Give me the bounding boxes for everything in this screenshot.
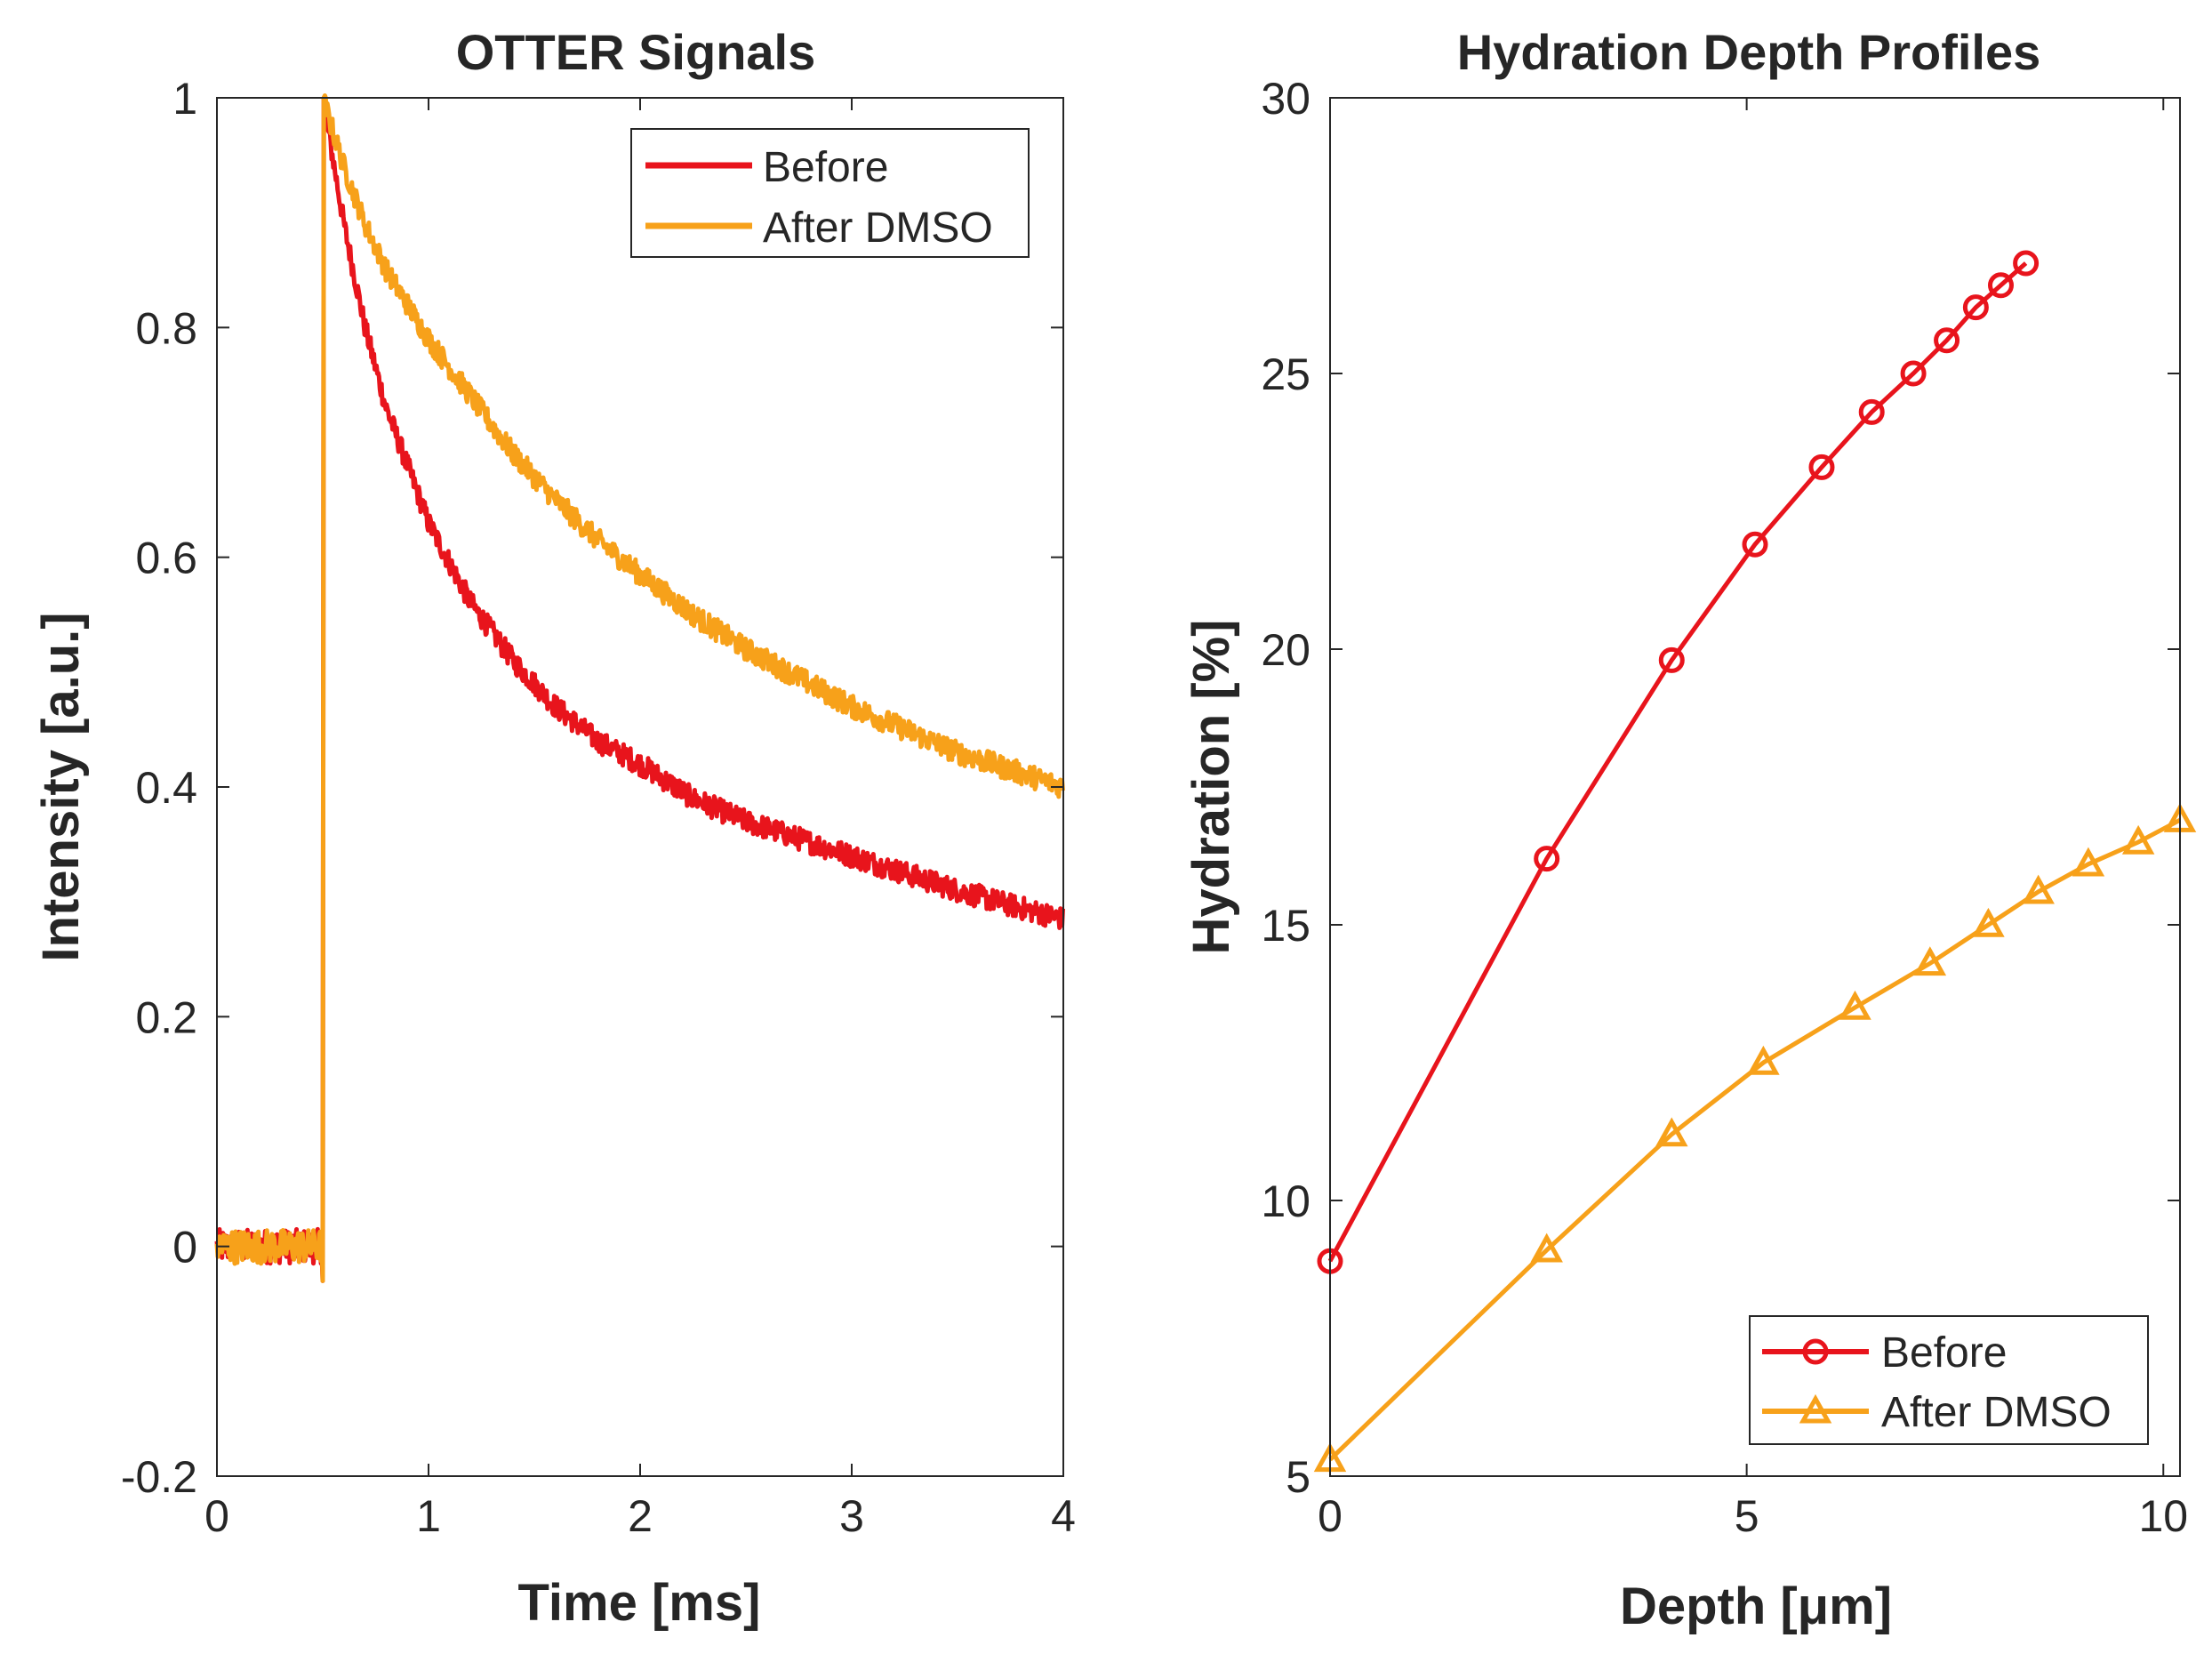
legend-label-before: Before [763,144,888,191]
x-tick-label: 2 [628,1491,653,1541]
plot-frame [1329,97,2181,1477]
data-point-before [1987,272,2014,299]
y-tick-label: 5 [1286,1452,1310,1502]
x-tick-label: 10 [2138,1491,2188,1541]
hydration-profiles-panel: Hydration Depth Profiles 0 5 1051015202530… [1182,24,2197,1635]
y-tick-label: 0 [172,1223,197,1273]
data-point-before [1534,846,1560,872]
x-axis-label: Depth [μm] [1620,1578,1892,1635]
series-line-before [214,95,1065,1283]
data-point-before [1962,294,1989,321]
data-point-after-dmso [1839,990,1871,1020]
y-tick-label: 25 [1261,349,1310,399]
data-point-after-dmso [1747,1045,1780,1075]
data-point-after-dmso [2022,874,2055,904]
x-tick-label: 4 [1051,1491,1076,1541]
data-point-after-dmso [1655,1117,1688,1147]
y-axis-label: Hydration [%] [1182,620,1240,955]
x-tick-label: 0 [1318,1491,1342,1541]
plot-frame [216,97,1064,1477]
legend-label-after-dmso: After DMSO [1881,1389,2112,1436]
y-tick-label: 1 [172,74,197,124]
x-tick-label: 1 [416,1491,441,1541]
data-point-after-dmso [1972,907,2005,937]
otter-series-group [214,93,1065,1283]
legend-label-before: Before [1881,1329,2007,1377]
data-point-after-dmso [1530,1232,1563,1263]
legend-marker-circle [1802,1338,1829,1365]
data-point-after-dmso [2121,824,2155,855]
tick-group: 0 1 2 3 4-0.200.20.40.60.81 [121,74,1076,1541]
data-point-before [2013,250,2040,277]
y-tick-label: -0.2 [121,1452,197,1502]
series-line-after-dmso [1328,817,2182,1462]
data-point-before [1742,531,1768,558]
y-tick-label: 30 [1261,74,1310,124]
y-tick-label: 0.2 [135,992,197,1042]
y-tick-label: 20 [1261,625,1310,675]
x-axis-label: Time [ms] [518,1574,761,1632]
x-tick-label: 5 [1735,1491,1759,1541]
y-tick-label: 0.4 [135,763,197,813]
data-point-before [1808,454,1835,480]
otter-signals-panel: OTTER Signals 0 1 2 3 4-0.200.20.40.60.81 Ti… [32,24,1076,1632]
data-point-before [1900,360,1927,387]
legend-label-after-dmso: After DMSO [763,205,993,252]
legend-box [630,128,1030,258]
y-tick-label: 10 [1261,1176,1310,1226]
y-tick-label: 15 [1261,901,1310,951]
x-tick-label: 0 [204,1491,229,1541]
data-point-after-dmso [1913,946,1947,976]
legend-marker-triangle [1799,1393,1832,1424]
x-tick-label: 3 [839,1491,864,1541]
series-line-after-dmso [214,93,1065,1283]
data-point-before [1858,398,1885,425]
y-tick-label: 0.8 [135,303,197,353]
chart-title: Hydration Depth Profiles [1457,24,2041,80]
hydration-series-group [1313,250,2197,1473]
chart-title: OTTER Signals [456,24,816,80]
data-point-before [1658,646,1685,673]
series-line-before [1327,261,2028,1263]
data-point-before [1934,327,1960,354]
y-tick-label: 0.6 [135,534,197,583]
legend: Before After DMSO [1749,1315,2149,1445]
data-point-after-dmso [2072,847,2105,877]
y-axis-label: Intensity [a.u.] [32,612,90,961]
legend: Before After DMSO [630,128,1030,258]
